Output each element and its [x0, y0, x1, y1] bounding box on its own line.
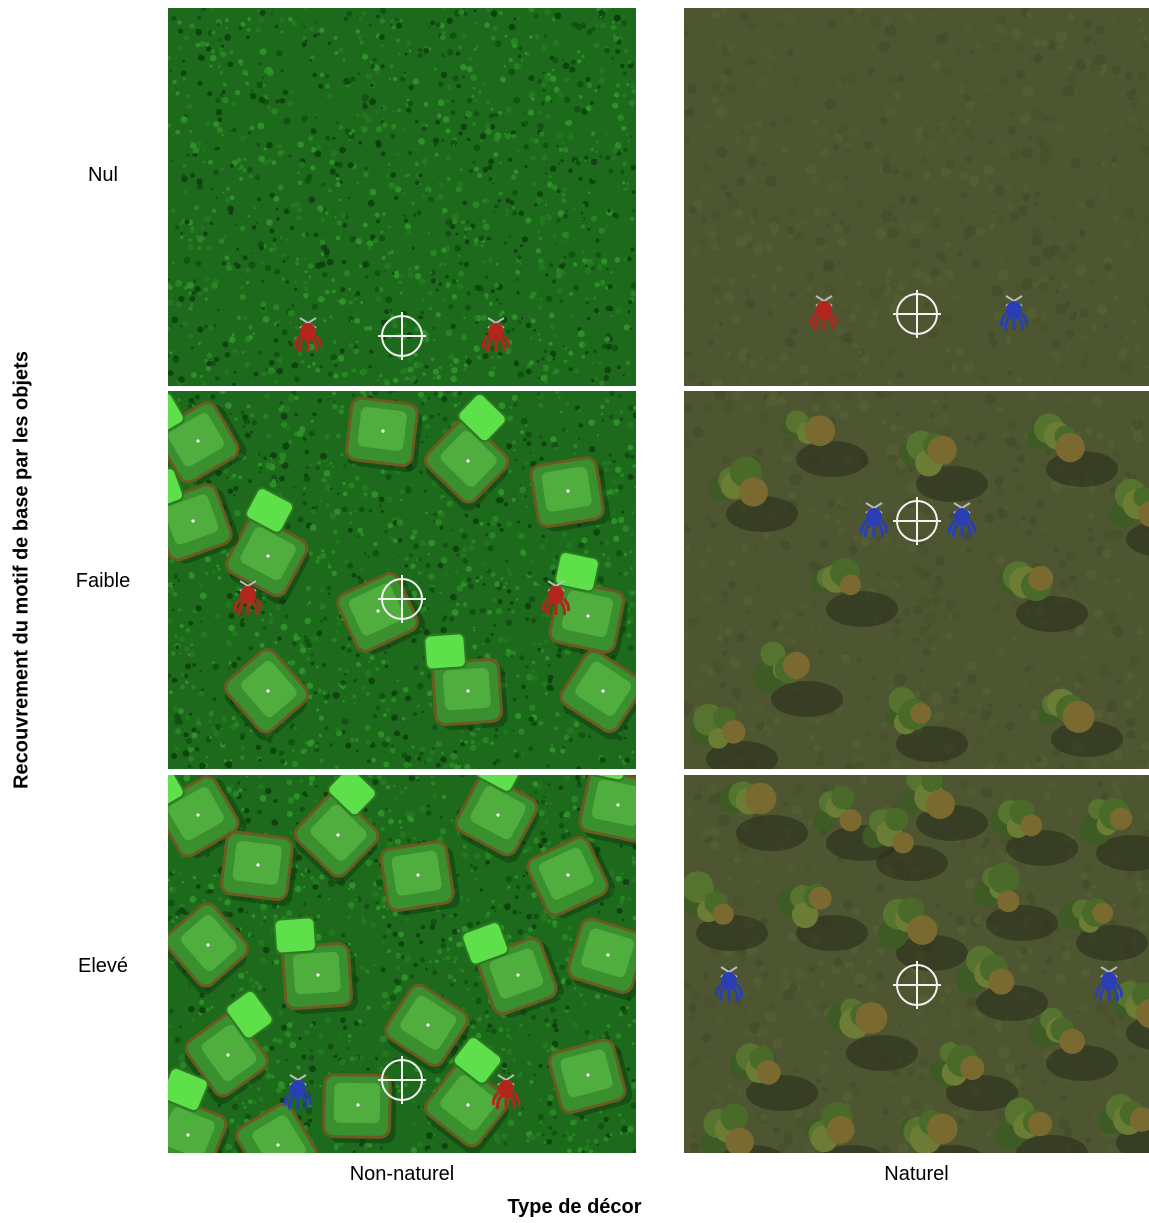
- panel-nul-naturel: [684, 8, 1149, 386]
- tree-object: [955, 945, 1048, 1021]
- tree-object: [708, 456, 798, 532]
- panel-eleve-naturel: [684, 775, 1149, 1153]
- blue-creature: [1000, 295, 1028, 331]
- tree-object: [885, 687, 968, 762]
- green-cube-object: [224, 648, 310, 741]
- tree-object: [990, 799, 1078, 866]
- tree-object: [899, 775, 988, 841]
- green-cube-object: [423, 392, 510, 511]
- tree-object: [805, 1101, 882, 1153]
- crosshair-target: [893, 497, 941, 545]
- tree-object: [700, 1103, 782, 1153]
- red-creature: [482, 317, 510, 353]
- green-cube-object: [529, 456, 611, 532]
- green-cube-object: [336, 572, 426, 654]
- green-cube-object: [224, 487, 310, 604]
- green-cube-object: [526, 836, 616, 918]
- green-cube-object: [219, 830, 298, 907]
- green-cube-object: [168, 467, 239, 564]
- green-cube-object: [168, 391, 247, 485]
- green-cube-object: [548, 1038, 633, 1117]
- tree-object: [1038, 688, 1123, 757]
- panel-eleve-non-naturel: [168, 775, 636, 1153]
- tree-object: [752, 641, 843, 717]
- tree-object: [728, 1043, 818, 1111]
- green-cube-object: [184, 989, 274, 1105]
- green-cube-object: [168, 1067, 230, 1153]
- green-cube-object: [168, 902, 250, 995]
- row-label-faible: Faible: [75, 570, 131, 592]
- green-cube-object: [559, 649, 636, 740]
- row-label-nul: Nul: [87, 164, 118, 186]
- crosshair-target: [378, 312, 426, 360]
- green-cube-object: [423, 632, 508, 731]
- green-cube-object: [234, 1102, 318, 1153]
- tree-object: [719, 781, 808, 851]
- tree-object: [931, 1042, 1018, 1111]
- green-cube-object: [344, 396, 423, 473]
- green-cube-object: [384, 983, 470, 1074]
- green-cube-object: [567, 917, 636, 1000]
- blue-creature: [715, 966, 743, 1002]
- green-cube-object: [578, 775, 636, 849]
- tree-object: [684, 871, 768, 951]
- green-cube-object: [461, 921, 564, 1018]
- tree-object: [690, 704, 778, 769]
- tree-object: [862, 807, 948, 881]
- red-creature: [294, 317, 322, 353]
- blue-creature: [1095, 966, 1123, 1002]
- green-cube-object: [293, 775, 380, 885]
- panel-faible-non-naturel: [168, 391, 636, 769]
- tree-object: [1098, 1094, 1149, 1153]
- crosshair-target: [378, 1056, 426, 1104]
- tree-object: [1059, 898, 1148, 961]
- green-cube-object: [379, 840, 461, 916]
- tree-object: [810, 557, 898, 627]
- x-axis-title: Type de décor: [507, 1196, 642, 1218]
- green-cube-object: [322, 1073, 397, 1144]
- green-cube-object: [454, 775, 540, 863]
- red-creature: [492, 1074, 520, 1110]
- row-label-eleve: Elevé: [77, 955, 129, 977]
- panel-nul-non-naturel: [168, 8, 636, 386]
- tree-object: [899, 1109, 982, 1153]
- tree-object: [776, 883, 868, 951]
- red-creature: [234, 580, 262, 616]
- crosshair-target: [893, 290, 941, 338]
- blue-creature: [948, 502, 976, 538]
- tree-object: [827, 998, 918, 1071]
- green-cube-object: [548, 551, 629, 660]
- tree-object: [900, 430, 988, 502]
- panel-faible-naturel: [684, 391, 1149, 769]
- tree-object: [996, 561, 1088, 632]
- tree-object: [781, 410, 868, 477]
- red-creature: [810, 295, 838, 331]
- red-creature: [542, 580, 570, 616]
- tree-object: [973, 862, 1058, 941]
- blue-creature: [860, 502, 888, 538]
- crosshair-target: [893, 961, 941, 1009]
- tree-object: [1027, 413, 1118, 487]
- green-cube-object: [424, 1036, 510, 1153]
- blue-creature: [284, 1074, 312, 1110]
- green-cube-object: [273, 916, 358, 1015]
- column-label-non-naturel: Non-naturel: [349, 1163, 455, 1185]
- tree-object: [1079, 798, 1149, 871]
- tree-object: [877, 897, 968, 971]
- crosshair-target: [378, 575, 426, 623]
- tree-object: [1109, 478, 1149, 556]
- y-axis-title: Recouvrement du motif de base par les ob…: [10, 351, 33, 789]
- tree-object: [1028, 1007, 1118, 1081]
- column-label-naturel: Naturel: [884, 1163, 949, 1185]
- tree-object: [995, 1097, 1088, 1153]
